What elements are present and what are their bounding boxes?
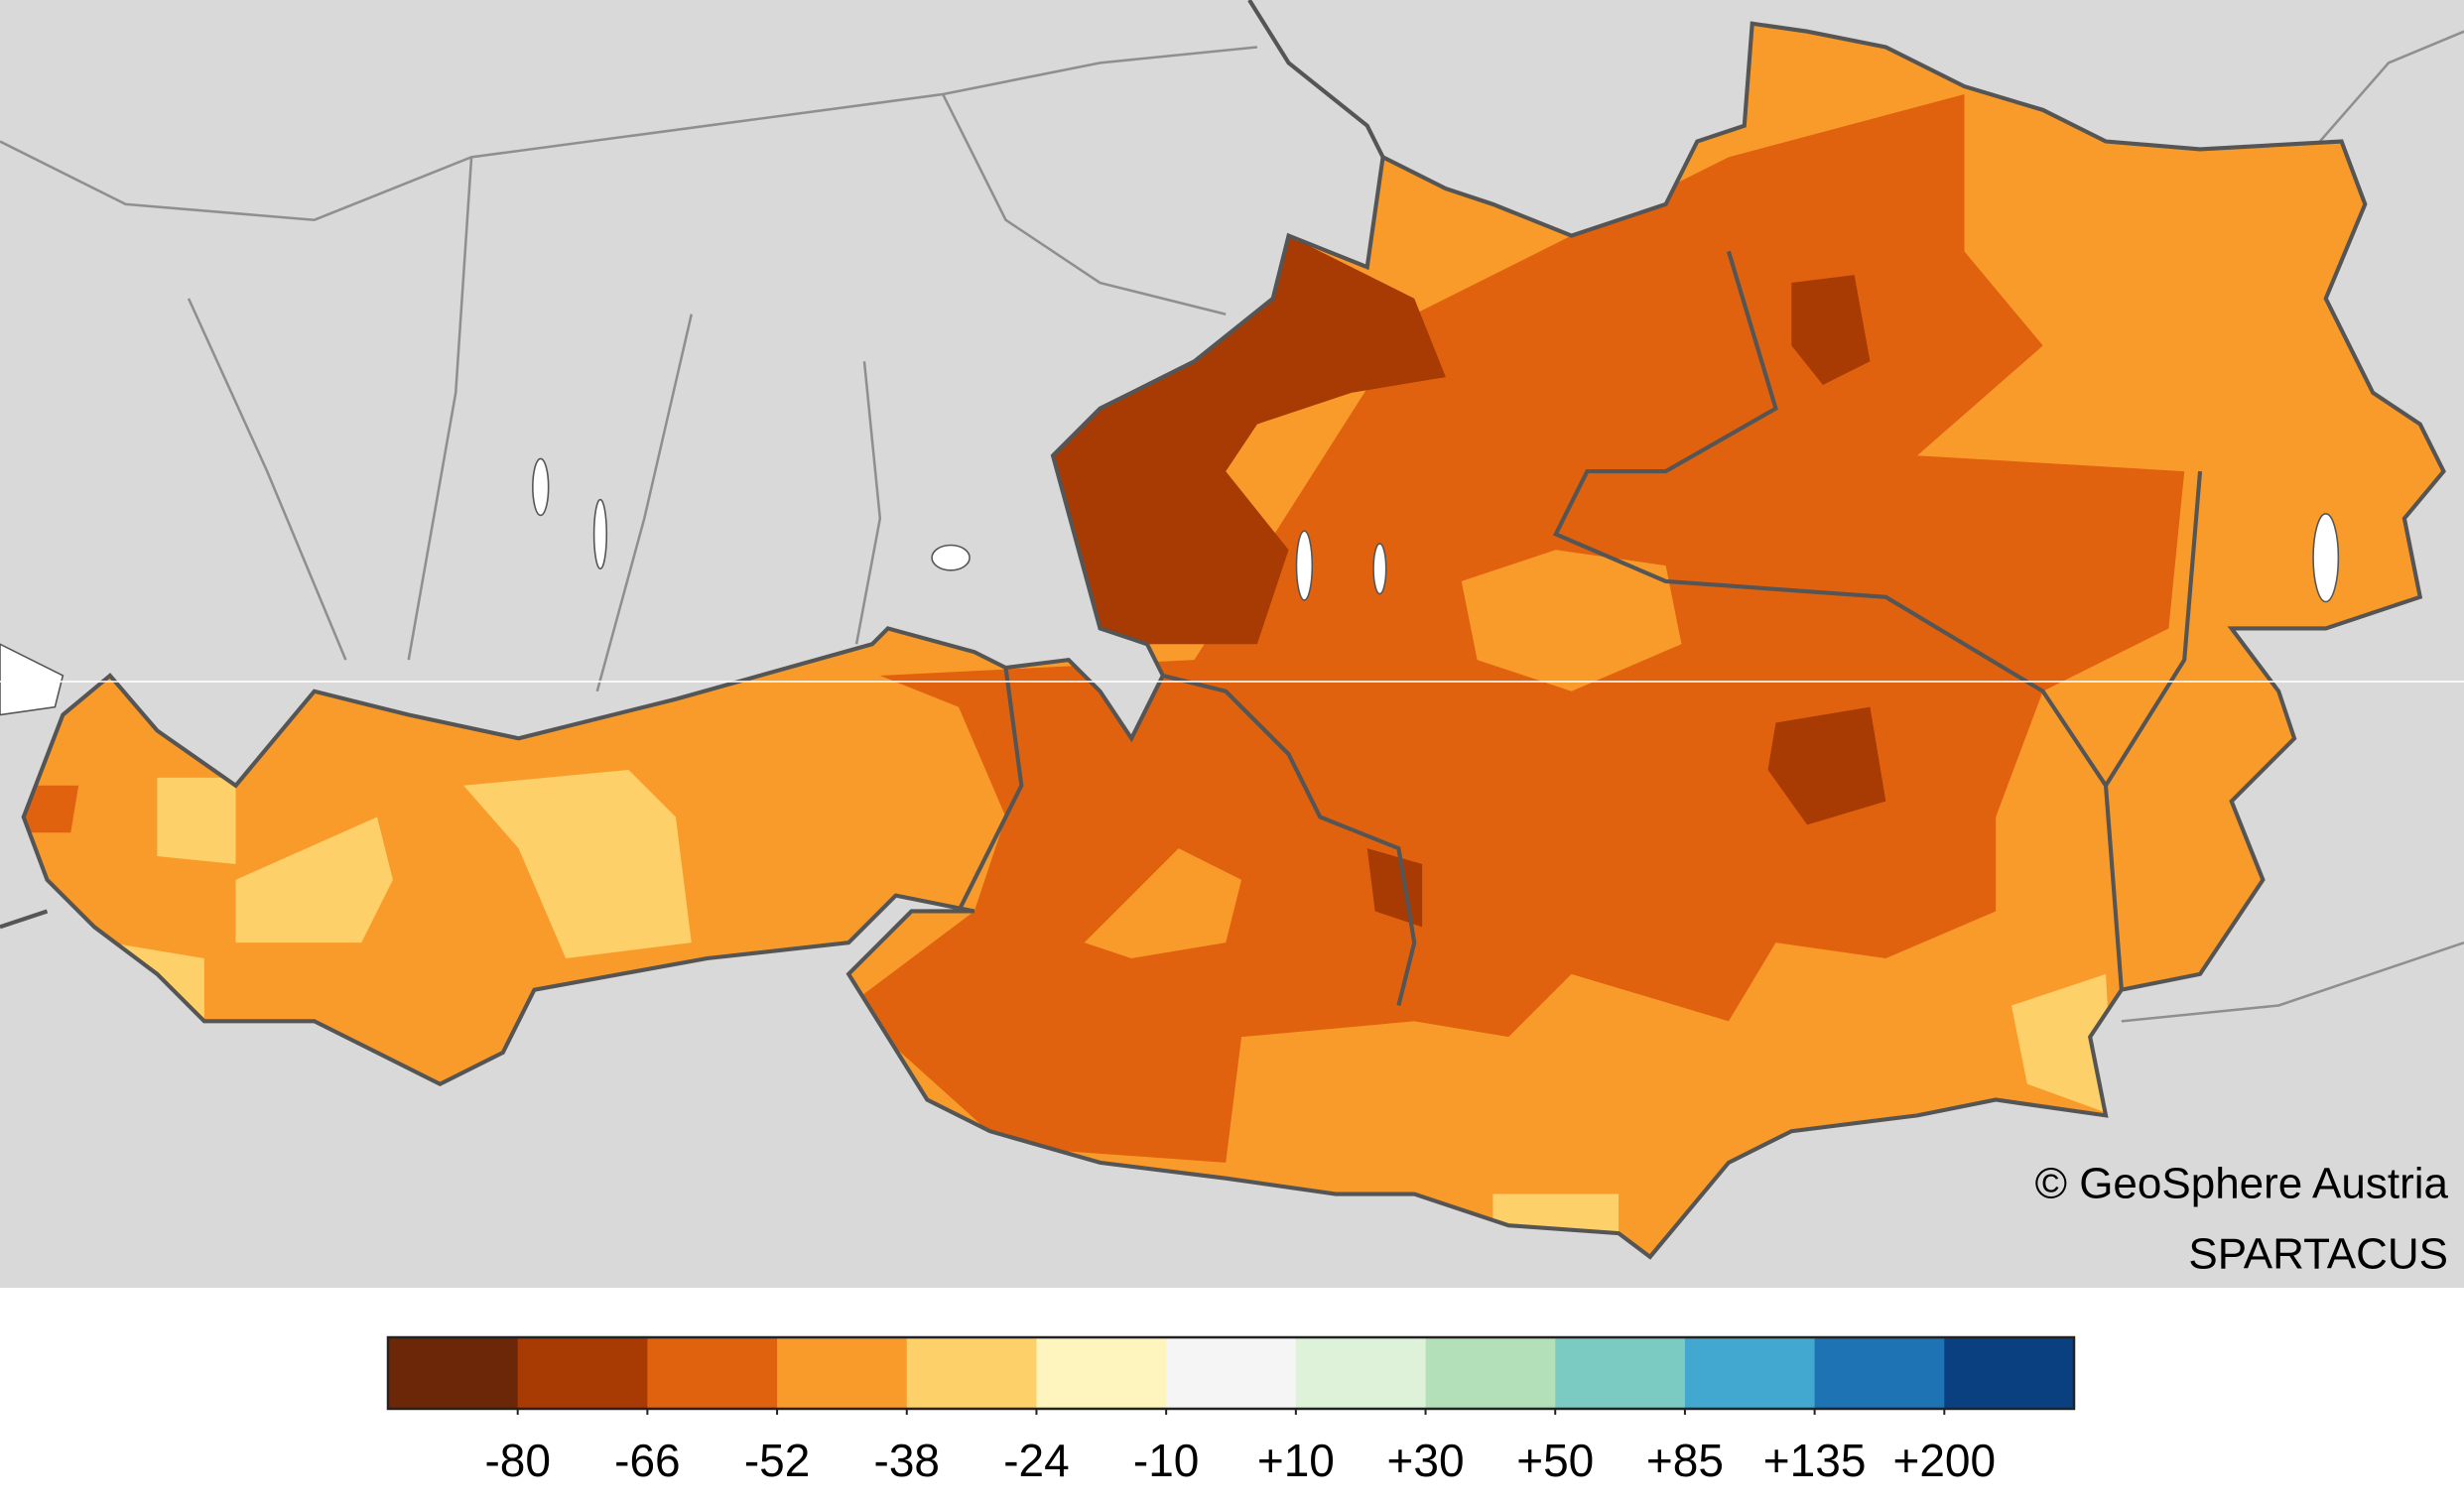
credit-text: © GeoSphere Austria <box>2035 1160 2449 1208</box>
borders <box>0 0 2443 1257</box>
legend-frame <box>386 1335 2076 1411</box>
legend-tick-label: -66 <box>614 1435 680 1486</box>
legend-swatch <box>777 1337 908 1409</box>
legend-tick-label: +50 <box>1516 1435 1594 1486</box>
legend-swatch <box>388 1337 519 1409</box>
legend-swatch <box>1814 1337 1945 1409</box>
legend-swatch <box>1036 1337 1167 1409</box>
legend-swatch <box>1555 1337 1686 1409</box>
legend-swatch <box>647 1337 778 1409</box>
legend-swatch <box>1425 1337 1556 1409</box>
legend-tick-label: +10 <box>1257 1435 1335 1486</box>
legend-tick-label: +85 <box>1646 1435 1724 1486</box>
legend-swatch <box>906 1337 1037 1409</box>
legend-tick-label: -38 <box>874 1435 940 1486</box>
legend-swatch <box>1295 1337 1427 1409</box>
legend-swatch <box>1684 1337 1816 1409</box>
legend-tick-label: -52 <box>744 1435 810 1486</box>
legend-swatch <box>1944 1337 2075 1409</box>
legend-tick-label: +200 <box>1892 1435 1996 1486</box>
lakes <box>0 457 2340 716</box>
legend-tick-label: -80 <box>484 1435 550 1486</box>
color-legend: -80 -66 -52 -38 -24 -10 +10 +30 +50 +85 +135 +200 <box>386 1335 2076 1486</box>
legend-tick-label: +135 <box>1763 1435 1867 1486</box>
tile-seam <box>0 681 2464 683</box>
legend-tick-label: -24 <box>1003 1435 1069 1486</box>
source-text: SPARTACUS <box>2188 1230 2448 1279</box>
legend-swatch <box>1166 1337 1297 1409</box>
legend-tick-label: +30 <box>1387 1435 1465 1486</box>
legend-swatch <box>517 1337 648 1409</box>
legend-tick-label: -10 <box>1133 1435 1199 1486</box>
